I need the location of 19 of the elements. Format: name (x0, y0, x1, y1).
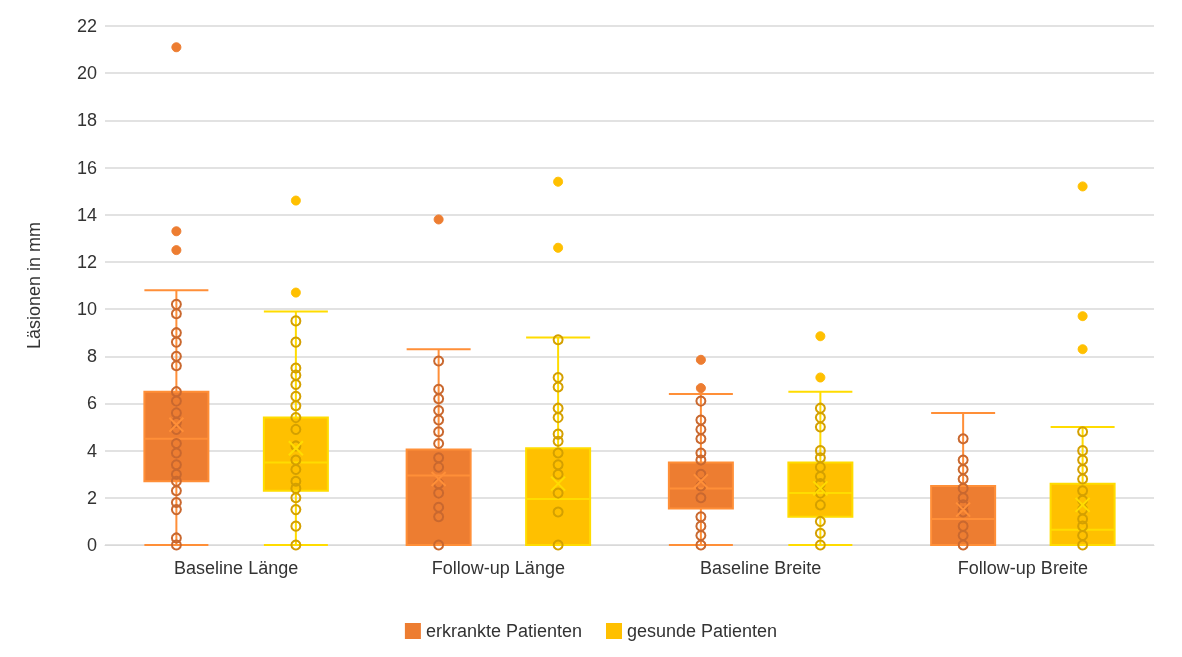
y-tick-label: 18 (76, 110, 97, 131)
y-tick-label: 8 (86, 346, 97, 367)
x-tick-label: Follow-up Breite (957, 558, 1088, 578)
y-tick-label: 10 (76, 299, 97, 320)
y-axis-title: Läsionen in mm (24, 221, 44, 350)
x-tick-label: Baseline Länge (174, 558, 299, 578)
y-tick-label: 4 (86, 440, 97, 461)
y-tick-label: 0 (86, 535, 97, 555)
legend-label: gesunde Patienten (626, 621, 778, 641)
y-tick-label: 14 (76, 204, 97, 225)
y-tick-label: 16 (76, 157, 97, 178)
y-tick-label: 20 (76, 63, 97, 84)
y-tick-label: 6 (86, 393, 97, 414)
y-tick-label: 12 (76, 251, 97, 272)
x-tick-label: Baseline Breite (700, 558, 822, 578)
y-tick-label: 2 (86, 487, 97, 508)
legend-label: erkrankte Patienten (425, 621, 582, 641)
x-tick-label: Follow-up Länge (431, 558, 565, 578)
y-tick-label: 22 (76, 16, 97, 36)
